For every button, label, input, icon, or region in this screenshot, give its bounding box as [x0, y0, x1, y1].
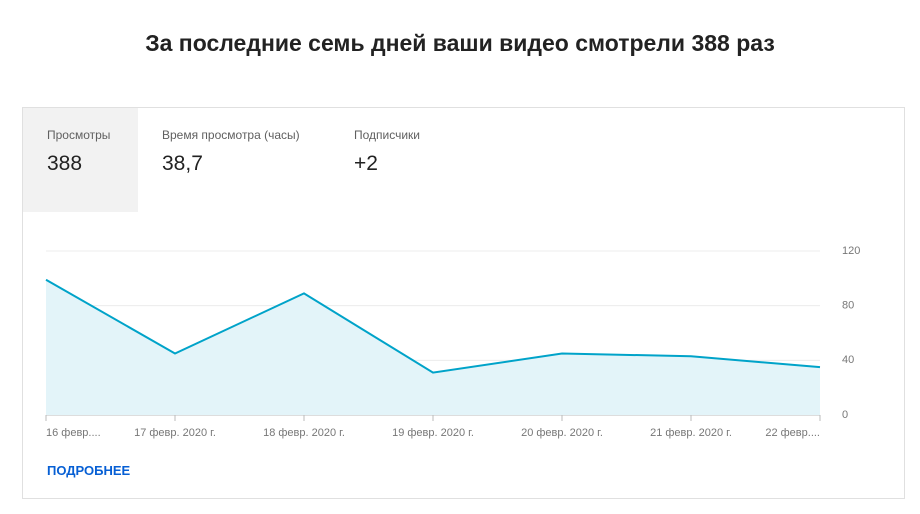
more-link[interactable]: ПОДРОБНЕЕ	[47, 463, 131, 478]
y-tick-label: 40	[842, 354, 854, 366]
metric-value: 38,7	[162, 152, 203, 175]
x-tick-label: 21 февр. 2020 г.	[650, 427, 732, 439]
metric-value: 388	[47, 152, 83, 175]
x-tick-label: 19 февр. 2020 г.	[392, 427, 474, 439]
metric-tab[interactable]: Подписчики +2	[330, 108, 480, 212]
x-tick-label: 20 февр. 2020 г.	[521, 427, 603, 439]
metric-tab[interactable]: Время просмотра (часы) 38,7	[138, 108, 330, 212]
x-tick-label: 17 февр. 2020 г.	[134, 427, 216, 439]
line	[45, 278, 821, 374]
x-tick-label: 18 февр. 2020 г.	[263, 427, 345, 439]
y-tick-label: 120	[842, 245, 860, 257]
y-tick-label: 80	[842, 300, 854, 312]
x-tick-label: 16 февр....	[46, 427, 101, 439]
metric-label: Подписчики	[354, 128, 421, 142]
metric-label: Просмотры	[47, 128, 111, 142]
area	[46, 279, 820, 415]
analytics-card: Просмотры 388 Время просмотра (часы) 38,…	[22, 107, 905, 499]
metric-label: Время просмотра (часы)	[162, 128, 300, 142]
heading: За последние семь дней ваши видео смотре…	[145, 30, 775, 56]
metric-tab[interactable]: Просмотры 388	[23, 108, 138, 212]
y-tick-label: 0	[842, 409, 848, 421]
metric-value: +2	[354, 152, 378, 175]
x-tick-label: 22 февр....	[765, 427, 820, 439]
